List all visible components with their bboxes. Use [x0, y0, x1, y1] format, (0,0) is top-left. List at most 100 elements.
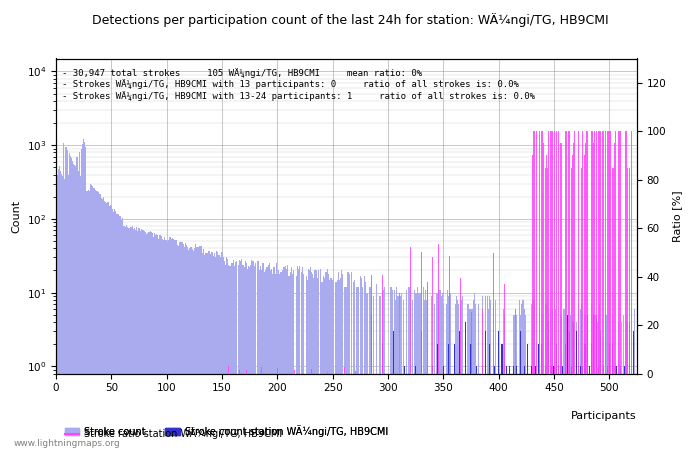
Bar: [464, 374, 465, 450]
Bar: [537, 374, 538, 450]
Bar: [165, 240, 166, 450]
Bar: [229, 266, 230, 450]
Bar: [410, 290, 411, 450]
Bar: [475, 304, 476, 450]
Bar: [491, 374, 493, 450]
Bar: [379, 296, 381, 450]
Bar: [89, 191, 90, 450]
Bar: [497, 374, 498, 450]
Bar: [448, 344, 449, 450]
Bar: [373, 296, 374, 450]
Bar: [413, 374, 414, 450]
Bar: [440, 296, 442, 450]
Bar: [454, 344, 455, 450]
Bar: [70, 157, 71, 450]
Bar: [456, 296, 457, 450]
Bar: [237, 374, 238, 450]
Bar: [588, 374, 589, 450]
Bar: [354, 279, 356, 450]
Bar: [156, 234, 158, 450]
Bar: [577, 374, 578, 450]
Bar: [349, 274, 350, 450]
Bar: [384, 287, 385, 450]
Bar: [531, 304, 533, 450]
Bar: [223, 257, 224, 450]
Bar: [81, 148, 82, 450]
Bar: [90, 184, 91, 450]
Bar: [453, 374, 454, 450]
Bar: [61, 175, 62, 450]
Bar: [482, 374, 484, 450]
Bar: [76, 157, 78, 450]
Bar: [266, 267, 267, 450]
Bar: [141, 230, 142, 450]
Bar: [415, 292, 416, 450]
Bar: [130, 227, 131, 450]
Bar: [260, 266, 261, 450]
Bar: [339, 279, 340, 450]
Bar: [365, 282, 366, 450]
Bar: [414, 290, 415, 450]
Bar: [274, 274, 276, 450]
Bar: [421, 331, 422, 450]
Bar: [473, 300, 474, 450]
Bar: [592, 374, 594, 450]
Bar: [316, 278, 318, 450]
Bar: [522, 300, 524, 450]
Bar: [145, 232, 146, 450]
Bar: [282, 270, 284, 450]
Bar: [324, 278, 326, 450]
Bar: [97, 192, 99, 450]
Bar: [458, 304, 459, 450]
Bar: [607, 366, 608, 450]
Bar: [394, 290, 395, 450]
Bar: [205, 252, 206, 450]
Bar: [454, 374, 455, 450]
Bar: [467, 304, 468, 450]
Bar: [612, 315, 613, 450]
Bar: [540, 374, 541, 450]
Bar: [506, 374, 507, 450]
Bar: [620, 366, 621, 450]
Bar: [560, 366, 561, 450]
Bar: [202, 249, 204, 450]
Bar: [578, 304, 579, 450]
Bar: [609, 344, 610, 450]
Bar: [527, 344, 528, 450]
Bar: [451, 374, 452, 450]
Bar: [622, 374, 623, 450]
Bar: [571, 374, 573, 450]
Bar: [613, 374, 615, 450]
Bar: [85, 147, 86, 450]
Bar: [154, 233, 155, 450]
Bar: [601, 374, 602, 450]
Bar: [363, 374, 364, 450]
Bar: [72, 161, 74, 450]
Bar: [306, 276, 307, 450]
Bar: [126, 225, 127, 450]
Bar: [262, 263, 263, 450]
Bar: [433, 374, 434, 450]
Bar: [332, 279, 333, 450]
Bar: [68, 175, 69, 450]
Legend: Stroke ratio station WÄ¼ngi/TG, HB9CMI: Stroke ratio station WÄ¼ngi/TG, HB9CMI: [61, 423, 286, 443]
Bar: [541, 344, 542, 450]
Bar: [71, 158, 72, 450]
Bar: [446, 304, 447, 450]
Bar: [524, 309, 525, 450]
Bar: [484, 374, 485, 450]
Bar: [393, 374, 394, 450]
Bar: [562, 374, 564, 450]
Bar: [371, 315, 372, 450]
Bar: [427, 290, 428, 450]
Bar: [421, 374, 422, 450]
Bar: [512, 315, 514, 450]
Bar: [227, 259, 228, 450]
Bar: [167, 243, 168, 450]
Bar: [403, 300, 404, 450]
Text: - 30,947 total strokes     105 WÄ¼ngi/TG, HB9CMI     mean ratio: 0%
- Strokes WÄ: - 30,947 total strokes 105 WÄ¼ngi/TG, HB…: [62, 68, 535, 101]
Bar: [217, 252, 218, 450]
Bar: [392, 290, 393, 450]
Bar: [245, 261, 246, 450]
Bar: [411, 374, 412, 450]
